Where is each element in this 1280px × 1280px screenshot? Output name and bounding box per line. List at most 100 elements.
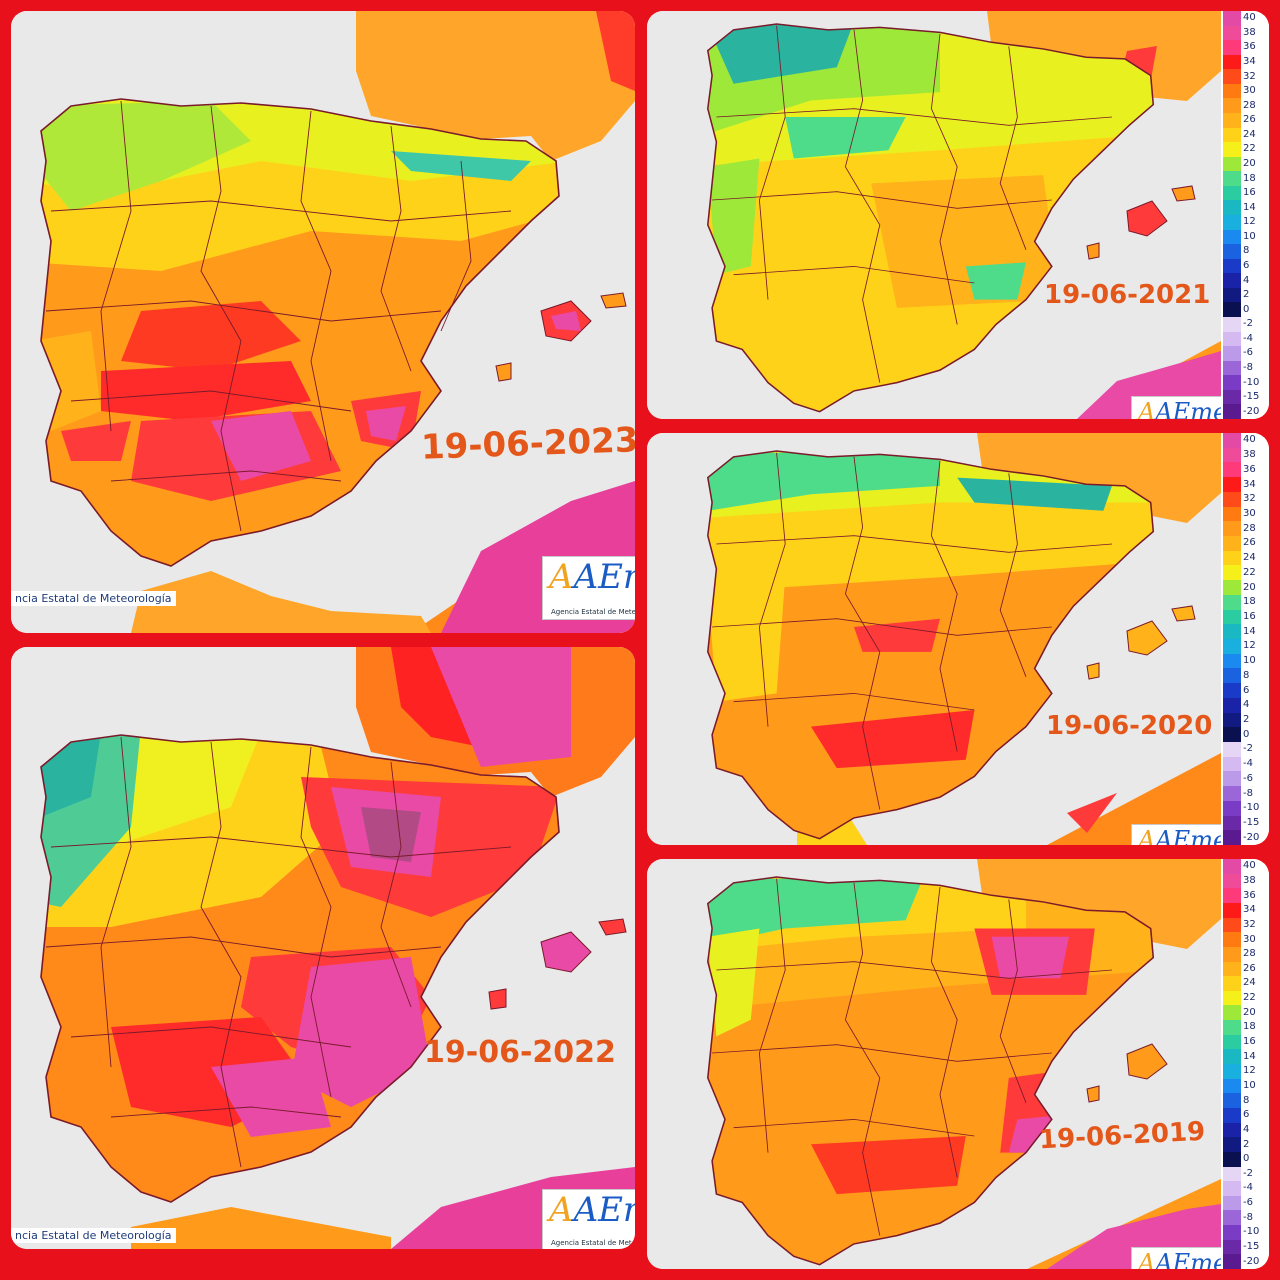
- legend-label: -4: [1243, 1182, 1253, 1194]
- aemet-logo-mark: AAEmet: [1138, 1249, 1237, 1269]
- legend-swatch: [1223, 1181, 1241, 1197]
- legend-label: 22: [1243, 992, 1256, 1004]
- legend-swatch: [1223, 360, 1241, 376]
- legend-swatch: [1223, 142, 1241, 158]
- aemet-logo: AAEmet Agencia Estatal de Meteorología: [542, 556, 635, 620]
- legend-swatch: [1223, 404, 1241, 419]
- map-panel-2020: 19-06-2020 AAEmet 40 38 36 34 32 30 28 26 24 22 20…: [647, 433, 1269, 845]
- legend-swatch: [1223, 990, 1241, 1006]
- aemet-logo: AAEmet: [1131, 1247, 1237, 1269]
- legend-swatch: [1223, 830, 1241, 845]
- legend-swatch: [1223, 771, 1241, 787]
- legend-label: 40: [1243, 12, 1256, 24]
- legend-label: -15: [1243, 1241, 1260, 1253]
- legend-label: 10: [1243, 655, 1256, 667]
- legend-swatch: [1223, 976, 1241, 992]
- legend-label: 22: [1243, 566, 1256, 578]
- legend-label: 32: [1243, 493, 1256, 505]
- legend-swatch: [1223, 859, 1241, 875]
- aemet-logo-mark: AAEmet: [549, 557, 635, 597]
- aemet-logo-mark: AAEmet: [549, 1190, 635, 1230]
- legend-swatch: [1223, 756, 1241, 772]
- legend-label: 2: [1243, 289, 1250, 301]
- legend-label: 30: [1243, 85, 1256, 97]
- legend-swatch: [1223, 742, 1241, 758]
- legend-label: -2: [1243, 1167, 1253, 1179]
- legend-swatch: [1223, 1151, 1241, 1167]
- legend-label: 16: [1243, 187, 1256, 199]
- legend-label: 8: [1243, 1094, 1250, 1106]
- legend-swatch: [1223, 229, 1241, 245]
- aemet-logo-subtitle: Agencia Estatal de Meteorología: [551, 608, 635, 616]
- temperature-legend: 40 38 36 34 32 30 28 26 24 22 20 18 16 14 12 10 8 6 4 2 0 -2-…: [1221, 433, 1269, 845]
- legend-label: 40: [1243, 860, 1256, 872]
- legend-swatch: [1223, 331, 1241, 347]
- legend-label: 40: [1243, 434, 1256, 446]
- legend-label: 12: [1243, 216, 1256, 228]
- legend-swatch: [1223, 69, 1241, 85]
- date-label: 19-06-2022: [424, 1035, 616, 1070]
- legend-swatch: [1223, 491, 1241, 508]
- legend-swatch: [1223, 156, 1241, 172]
- legend-swatch: [1223, 1005, 1241, 1021]
- legend-label: 22: [1243, 143, 1256, 155]
- temperature-map-2021: [647, 11, 1221, 419]
- legend-label: 8: [1243, 245, 1250, 257]
- legend-label: 12: [1243, 640, 1256, 652]
- legend-label: 26: [1243, 114, 1256, 126]
- legend-swatch: [1223, 653, 1241, 669]
- legend-swatch: [1223, 521, 1241, 537]
- legend-swatch: [1223, 668, 1241, 684]
- map-panel-2021: 19-06-2021 AAEmet 40 38 36 34 32 30 28 26 24 22 20…: [647, 11, 1269, 419]
- legend-label: 4: [1243, 1123, 1250, 1135]
- legend-swatch: [1223, 624, 1241, 640]
- temperature-map-2022: [11, 647, 635, 1249]
- legend-swatch: [1223, 287, 1241, 303]
- agency-credit: ncia Estatal de Meteorología: [11, 591, 176, 606]
- date-label: 19-06-2020: [1046, 711, 1213, 741]
- legend-swatch: [1223, 1107, 1241, 1124]
- temperature-map-2020: [647, 433, 1221, 845]
- date-label: 19-06-2021: [1044, 280, 1211, 310]
- legend-label: 18: [1243, 172, 1256, 184]
- legend-swatch: [1223, 1254, 1241, 1269]
- legend-swatch: [1223, 800, 1241, 817]
- legend-label: 2: [1243, 1138, 1250, 1150]
- legend-swatch: [1223, 786, 1241, 802]
- legend-swatch: [1223, 888, 1241, 904]
- legend-label: -15: [1243, 391, 1260, 403]
- legend-label: 36: [1243, 889, 1256, 901]
- legend-swatch: [1223, 447, 1241, 463]
- legend-label: 32: [1243, 918, 1256, 930]
- legend-swatch: [1223, 244, 1241, 260]
- legend-swatch: [1223, 375, 1241, 391]
- legend-label: -4: [1243, 758, 1253, 770]
- legend-swatch: [1223, 1020, 1241, 1036]
- map-panel-2022: 19-06-2022 ncia Estatal de Meteorología …: [11, 647, 635, 1249]
- legend-label: 32: [1243, 70, 1256, 82]
- aemet-logo-mark: AAEmet: [1138, 826, 1237, 845]
- legend-label: 2: [1243, 713, 1250, 725]
- legend-swatch: [1223, 185, 1241, 201]
- legend-swatch: [1223, 171, 1241, 187]
- legend-swatch: [1223, 25, 1241, 41]
- legend-swatch: [1223, 215, 1241, 231]
- legend-swatch: [1223, 83, 1241, 99]
- legend-swatch: [1223, 550, 1241, 566]
- legend-swatch: [1223, 946, 1241, 962]
- legend-swatch: [1223, 1093, 1241, 1109]
- legend-label: -6: [1243, 1197, 1253, 1209]
- legend-swatch: [1223, 565, 1241, 581]
- legend-label: 34: [1243, 56, 1256, 67]
- legend-label: 26: [1243, 962, 1256, 974]
- legend-label: 16: [1243, 1036, 1256, 1048]
- legend-swatch: [1223, 200, 1241, 216]
- legend-swatch: [1223, 54, 1241, 70]
- legend-label: -20: [1243, 1255, 1260, 1267]
- legend-label: 8: [1243, 669, 1250, 681]
- legend-label: 6: [1243, 684, 1250, 696]
- legend-label: 16: [1243, 610, 1256, 622]
- legend-label: 28: [1243, 99, 1256, 111]
- legend-label: 38: [1243, 26, 1256, 38]
- legend-swatch: [1223, 506, 1241, 522]
